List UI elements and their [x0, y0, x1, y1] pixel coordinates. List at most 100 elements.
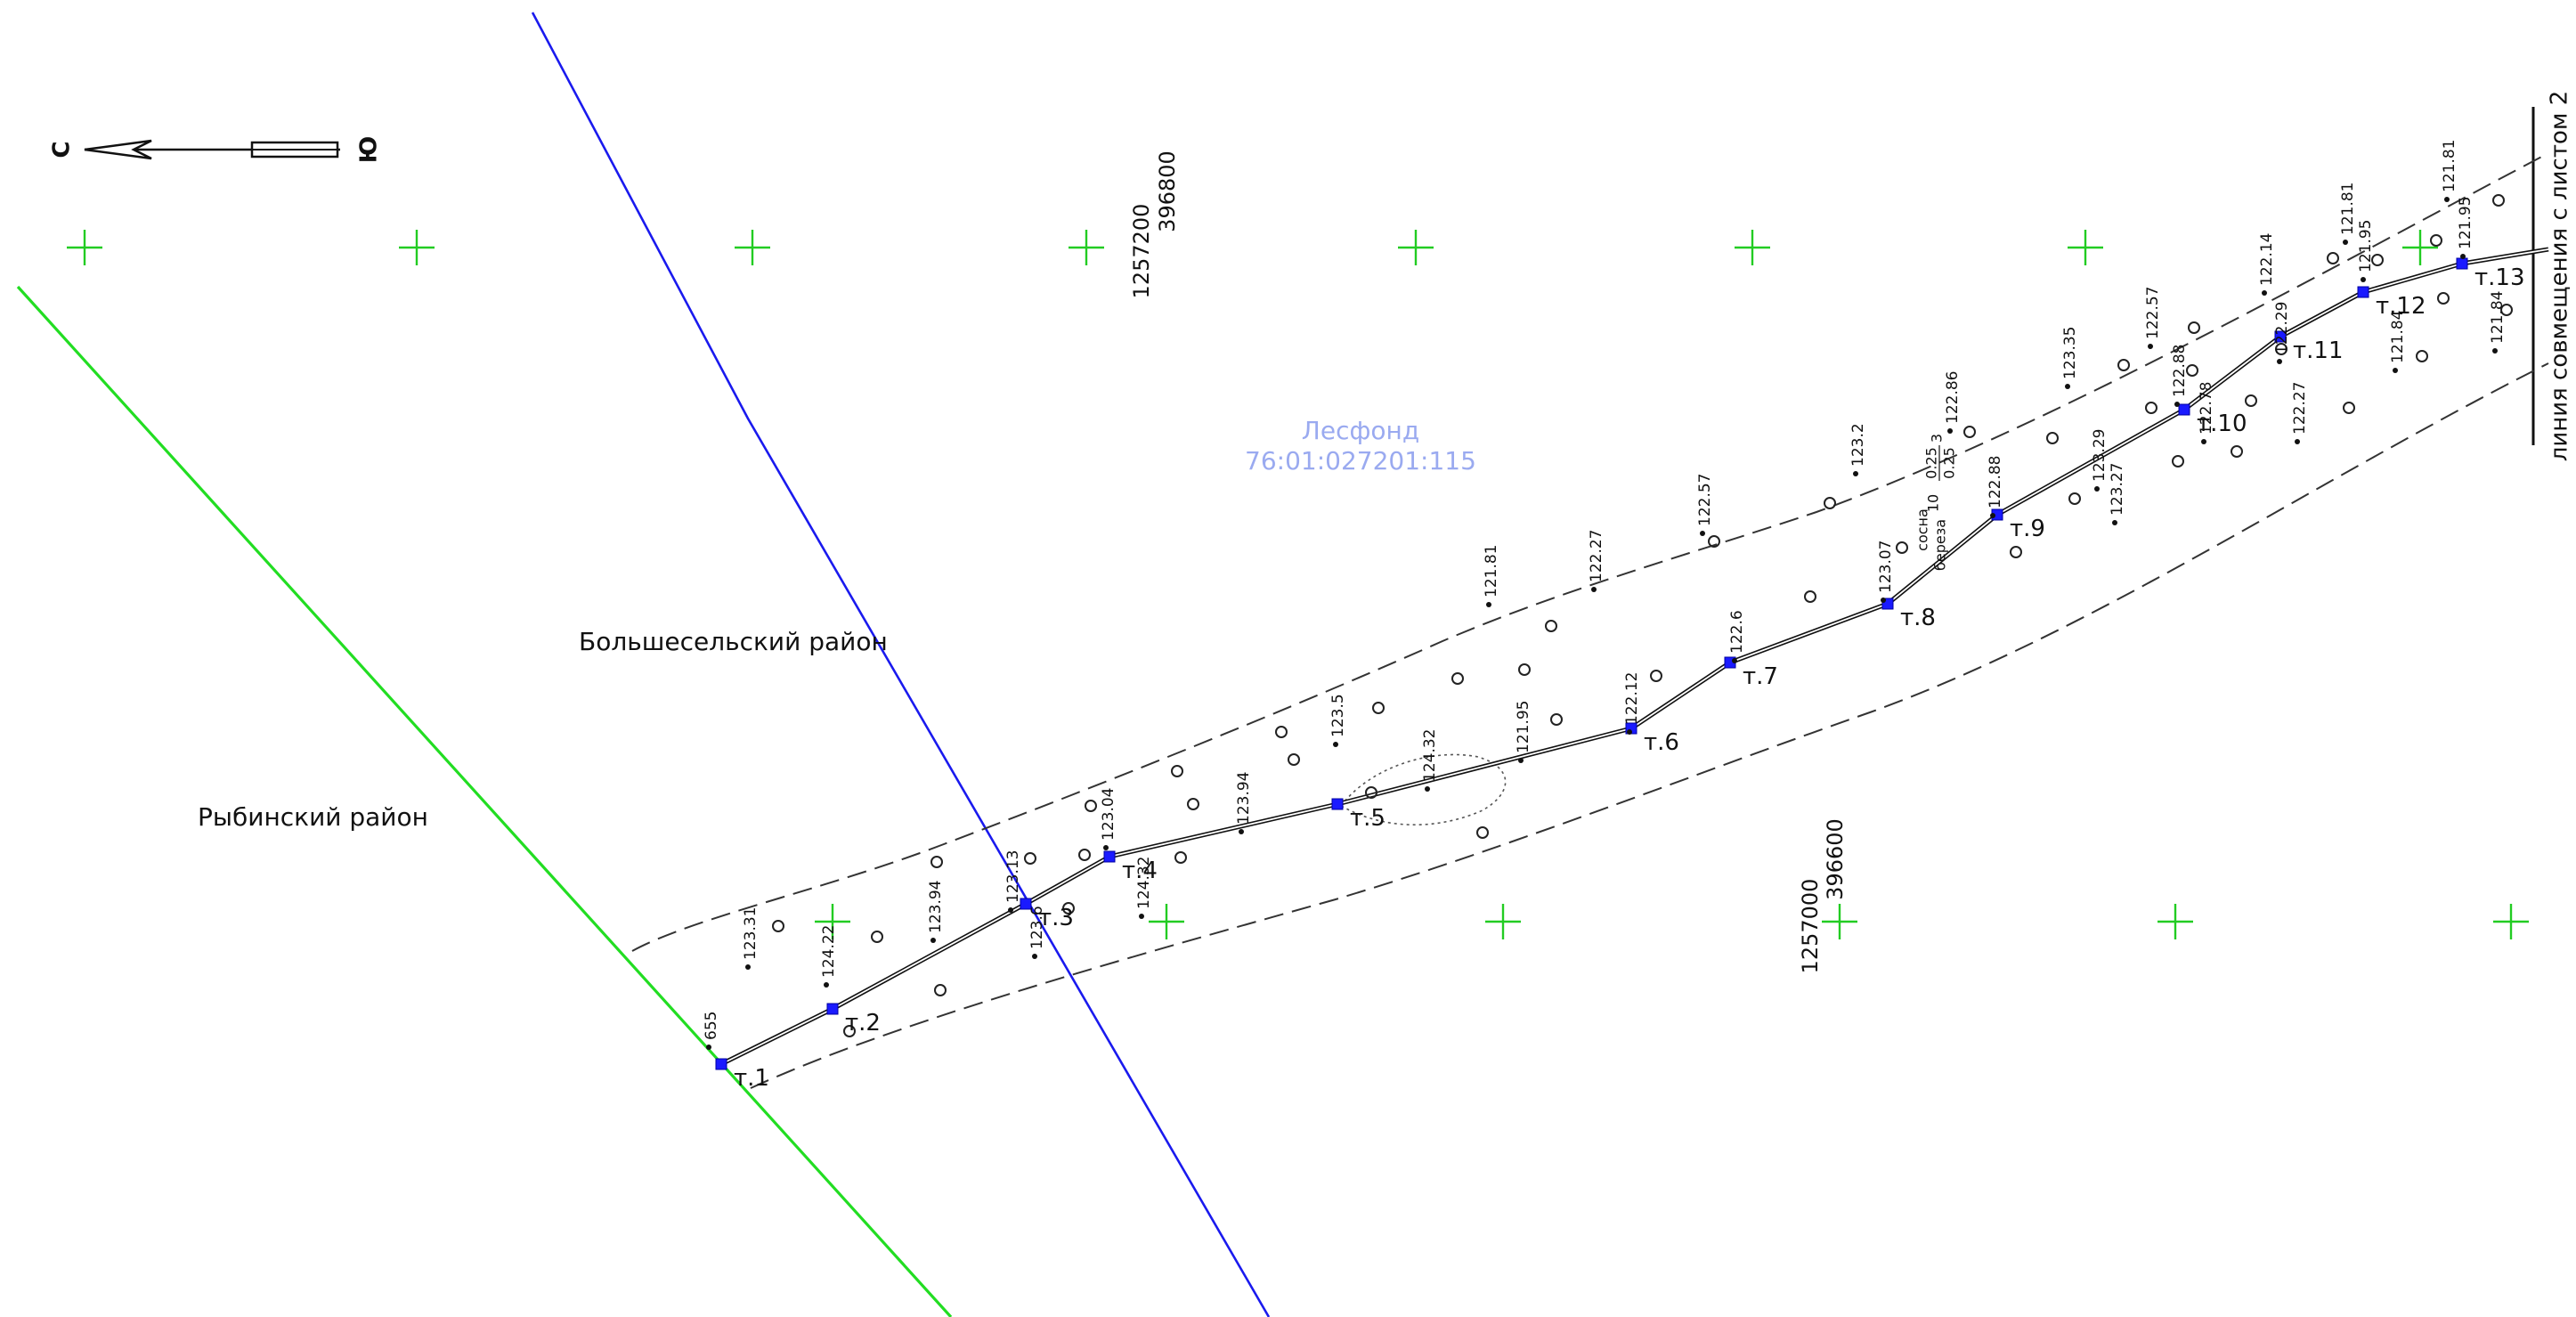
- spot-height-dot: [2343, 240, 2348, 245]
- station-label: т.1: [734, 1065, 769, 1092]
- spot-height-dot: [2201, 439, 2206, 444]
- grid-cross: [2158, 904, 2193, 939]
- elevation-label: 121.95: [2357, 220, 2375, 272]
- elevation-label: 121.84: [2389, 311, 2407, 363]
- tree-symbol: [1276, 727, 1287, 737]
- spot-height-dot: [1425, 786, 1430, 792]
- elevation-label: 124.32: [1421, 729, 1439, 782]
- grid-cross: [1485, 904, 1521, 939]
- elevation-mark: 122.14: [2258, 233, 2276, 296]
- tree-symbol: [2011, 547, 2021, 557]
- parcel-cadastral-number: 76:01:027201:115: [1245, 446, 1476, 476]
- elevation-mark: 121.81: [2339, 183, 2357, 245]
- elevation-label: 121.84: [2489, 291, 2507, 344]
- tree-species-1: сосна: [1914, 508, 1931, 551]
- station-label: т.7: [1743, 663, 1778, 690]
- elevation-label: 122.27: [2291, 382, 2309, 435]
- elevation-mark: 122.88: [1987, 456, 2004, 518]
- station-label: т.6: [1644, 729, 1679, 756]
- elevation-label: 123.94: [1235, 772, 1253, 825]
- grid-cross: [2068, 230, 2103, 265]
- elevation-label: 122.78: [2198, 382, 2215, 435]
- tree-symbol: [1175, 852, 1186, 863]
- district-boundary-line: [18, 287, 951, 1317]
- elevation-marks: 655 123.31 124.22 123.94 123.13 123.6 123.04 12…: [703, 140, 2507, 1050]
- station-marker: [1104, 851, 1115, 862]
- spot-height-dot: [1239, 829, 1244, 834]
- station-label: т.11: [2293, 337, 2344, 364]
- station-marker: [2179, 404, 2190, 415]
- elevation-mark: 122.57: [1696, 474, 1714, 536]
- spot-height-dot: [1008, 907, 1013, 913]
- spot-height-dot: [930, 938, 936, 943]
- elevation-label: 123.13: [1004, 850, 1022, 903]
- grid-cross: [735, 230, 770, 265]
- station-t6: т.6: [1626, 723, 1679, 756]
- grid-cross: [1398, 230, 1434, 265]
- elevation-mark: 123.94: [927, 881, 945, 943]
- tree-symbol: [2118, 360, 2129, 370]
- elevation-mark: 124.22: [820, 925, 838, 988]
- station-label: т.2: [845, 1010, 881, 1037]
- tree-symbol: [2344, 402, 2354, 413]
- elevation-label: 122.29: [2273, 302, 2291, 354]
- elevation-label: 121.81: [2339, 183, 2357, 235]
- tree-symbol: [1964, 427, 1975, 437]
- tree-symbol: [2246, 395, 2256, 406]
- elevation-mark: 123.29: [2091, 429, 2109, 492]
- tree-symbol: [2328, 253, 2338, 264]
- tree-symbol: [2146, 402, 2157, 413]
- elevation-mark: 121.84: [2389, 311, 2407, 373]
- tree-count-2: 10: [1925, 494, 1942, 512]
- elevation-label: 122.12: [1623, 672, 1641, 725]
- spot-height-dot: [2393, 368, 2398, 373]
- elevation-mark: 122.27: [2291, 382, 2309, 444]
- station-t5: т.5: [1332, 799, 1386, 832]
- elevation-label: 123.35: [2061, 327, 2079, 379]
- station-markers: т.1 т.2 т.3 т.4 т.5 т.6 т.7 т.8 т.9 т.10 т.11 т.12 т…: [716, 258, 2525, 1092]
- elevation-label: 122.27: [1588, 530, 1605, 582]
- elevation-mark: 123.94: [1235, 772, 1253, 834]
- elevation-label: 122.88: [2171, 345, 2189, 397]
- tree-symbol: [1452, 673, 1463, 684]
- spot-height-dot: [824, 982, 829, 988]
- elevation-label: 123.29: [2091, 429, 2109, 482]
- tree-symbol: [1551, 714, 1562, 725]
- station-t9: т.9: [1992, 509, 2045, 542]
- station-t13: т.13: [2457, 258, 2525, 291]
- tree-symbol: [1288, 754, 1299, 765]
- tree-symbol: [1477, 827, 1488, 838]
- tree-symbol: [1651, 671, 1662, 681]
- spot-height-dot: [1627, 729, 1632, 735]
- forest-parcel-label: Лесфонд 76:01:027201:115: [1245, 416, 1476, 476]
- elevation-label: 122.14: [2258, 233, 2276, 286]
- elevation-label: 122.57: [1696, 474, 1714, 526]
- grid-cross: [2493, 904, 2529, 939]
- compass-south-letter: Ю: [356, 136, 383, 164]
- tree-symbol: [2069, 493, 2080, 504]
- station-marker: [827, 1004, 838, 1014]
- grid-cross: [2402, 230, 2438, 265]
- tree-fraction-numerator: 0.25: [1923, 447, 1940, 479]
- elevation-label: 122.57: [2144, 287, 2162, 339]
- parcel-name: Лесфонд: [1302, 416, 1419, 445]
- spot-height-dot: [2361, 277, 2366, 282]
- grid-cross: [1822, 904, 1857, 939]
- elevation-label: 123.07: [1877, 541, 1895, 593]
- station-label: т.13: [2474, 264, 2525, 291]
- spot-height-dot: [2262, 290, 2267, 296]
- right-of-way-lower-boundary: [751, 363, 2548, 1088]
- grid-y-label-bottom: 1257000: [1798, 879, 1823, 974]
- elevation-label: 124.32: [1135, 857, 1153, 909]
- elevation-mark: 122.29: [2273, 302, 2291, 364]
- spot-height-dot: [1333, 742, 1338, 747]
- tree-symbol: [2431, 235, 2442, 246]
- tree-symbol: [931, 857, 942, 867]
- elevation-mark: 123.5: [1329, 694, 1347, 747]
- elevation-label: 122.6: [1728, 610, 1746, 654]
- elevation-mark: 123.31: [742, 907, 760, 970]
- sheet-join-label: линия совмещения с листом 2: [2547, 91, 2573, 462]
- elevation-label: 122.86: [1944, 371, 1962, 424]
- tree-symbol: [1824, 498, 1835, 508]
- spot-height-dot: [2444, 197, 2450, 202]
